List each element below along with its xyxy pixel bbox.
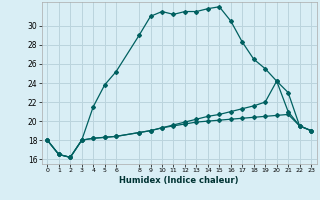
X-axis label: Humidex (Indice chaleur): Humidex (Indice chaleur) (119, 176, 239, 185)
